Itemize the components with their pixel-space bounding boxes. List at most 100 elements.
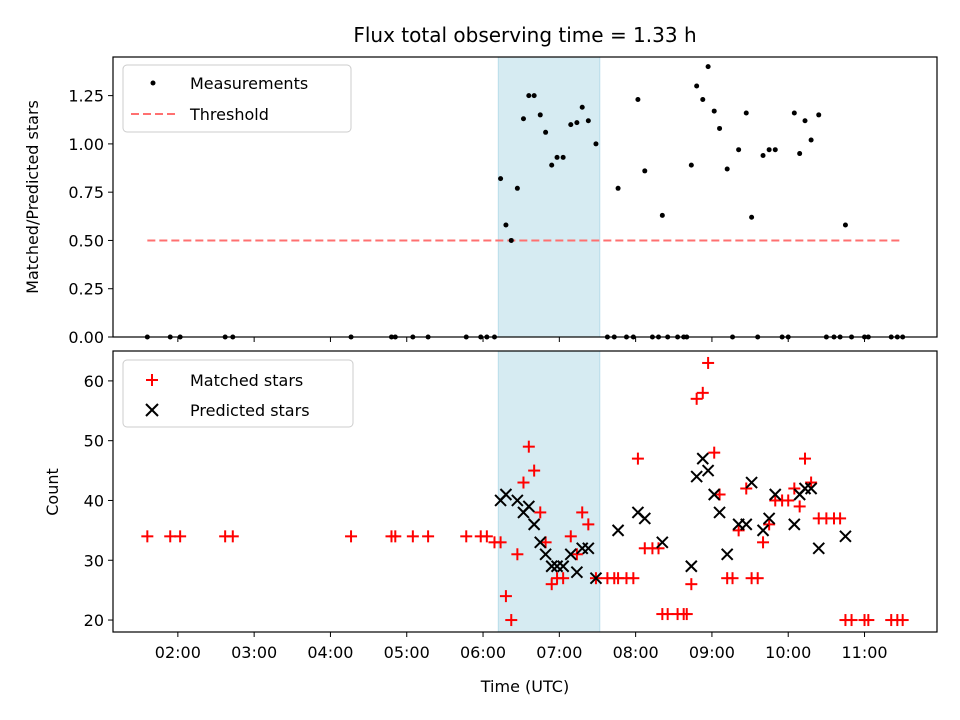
matched-star-point — [751, 572, 764, 585]
predicted-star-point — [769, 488, 782, 501]
matched-star-point — [708, 446, 721, 459]
predicted-star-point — [812, 542, 825, 555]
matched-star-point — [582, 518, 595, 531]
x-tick-label: 05:00 — [384, 643, 430, 662]
x-tick-label: 03:00 — [231, 643, 277, 662]
matched-star-point — [690, 392, 703, 405]
chart-title: Flux total observing time = 1.33 h — [353, 23, 696, 47]
matched-star-point — [499, 590, 512, 603]
matched-star-point — [141, 530, 154, 543]
matched-star-point — [389, 530, 402, 543]
matched-star-point — [494, 536, 507, 549]
top-highlight-span — [497, 56, 601, 338]
predicted-star-point — [564, 548, 577, 561]
matched-star-point — [788, 482, 801, 495]
top-y-tick-label: 1.25 — [68, 87, 104, 106]
measurement-point — [574, 120, 580, 126]
matched-star-point — [862, 614, 875, 627]
matched-star-point — [422, 530, 435, 543]
predicted-star-point — [556, 560, 570, 573]
bottom-plot-frame — [112, 350, 938, 633]
measurement-point — [543, 129, 549, 135]
predicted-star-point — [701, 464, 715, 477]
top-y-ticks: 0.00 0.25 0.50 0.75 1.00 1.25 — [68, 87, 113, 347]
measurement-point — [537, 112, 543, 118]
matched-star-point — [631, 452, 644, 465]
matched-star-point — [763, 518, 776, 531]
matched-star-point — [406, 530, 419, 543]
predicted-star-point — [589, 571, 603, 585]
matched-star-point — [345, 530, 358, 543]
bottom-y-ticks: 20 30 40 50 60 — [84, 372, 113, 630]
matched-star-point — [534, 506, 547, 519]
x-tick-label: 02:00 — [155, 643, 201, 662]
measurement-point — [802, 118, 808, 124]
measurement-point — [642, 168, 648, 174]
measurement-point — [688, 162, 694, 168]
measurement-point — [508, 237, 514, 243]
matched-star-point — [696, 386, 709, 399]
predicted-star-point — [570, 566, 584, 579]
legend-measurements-marker — [150, 80, 156, 86]
top-y-tick-label: 0.75 — [68, 183, 104, 202]
bottom-panel: 20 30 40 50 60 02:00 03:00 04:00 05:00 06:00 07:0… — [43, 350, 938, 696]
matched-star-point — [517, 476, 530, 489]
matched-star-point — [845, 614, 858, 627]
top-y-tick-label: 0.00 — [68, 328, 104, 347]
top-y-axis-label: Matched/Predicted stars — [23, 100, 42, 294]
measurement-point — [659, 212, 665, 218]
predicted-star-point — [740, 518, 753, 531]
predicted-star-point — [522, 500, 536, 513]
predicted-star-point — [798, 482, 812, 495]
predicted-star-point — [656, 536, 669, 549]
predicted-star-point — [708, 488, 721, 501]
measurement-point — [615, 185, 621, 191]
measurement-point — [531, 93, 537, 99]
measurement-point — [766, 147, 772, 153]
measurement-point — [503, 222, 509, 228]
matched-star-point — [793, 500, 806, 513]
matched-star-point — [545, 578, 558, 591]
measurement-point — [717, 125, 723, 131]
predicted-star-point — [539, 548, 552, 561]
predicted-star-point — [545, 560, 558, 573]
measurement-point — [593, 141, 599, 147]
matched-star-point — [732, 524, 745, 537]
matched-star-point — [570, 548, 583, 561]
matched-star-point — [685, 578, 698, 591]
top-y-tick-label: 1.00 — [68, 135, 104, 154]
predicted-star-point — [756, 524, 770, 537]
matched-star-point — [799, 452, 812, 465]
matched-star-point — [757, 536, 770, 549]
predicted-star-point — [804, 482, 818, 495]
matched-star-point — [564, 530, 577, 543]
measurement-point — [700, 96, 706, 102]
matched-star-point — [528, 464, 541, 477]
predicted-star-points — [494, 452, 852, 585]
measurement-point — [526, 93, 532, 99]
measurement-point — [743, 110, 749, 116]
matched-star-point — [511, 548, 524, 561]
measurement-point — [498, 176, 504, 182]
bottom-x-ticks: 02:00 03:00 04:00 05:00 06:00 07:00 08:00 09:00… — [155, 632, 888, 662]
x-tick-label: 04:00 — [307, 643, 353, 662]
predicted-star-point — [685, 560, 698, 573]
matched-star-point — [726, 572, 739, 585]
matched-star-points — [141, 356, 909, 627]
x-tick-label: 06:00 — [460, 643, 506, 662]
bottom-legend: Matched stars Predicted stars — [122, 359, 354, 428]
predicted-star-point — [720, 548, 734, 561]
top-legend: Measurements Threshold — [122, 64, 352, 133]
legend-threshold-label: Threshold — [189, 105, 269, 124]
measurement-point — [705, 64, 711, 70]
measurement-point — [579, 104, 585, 110]
x-tick-label: 09:00 — [689, 643, 735, 662]
matched-star-point — [522, 440, 535, 453]
top-plot-frame — [112, 56, 938, 338]
bottom-y-tick-label: 60 — [84, 372, 104, 391]
matched-star-point — [740, 482, 753, 495]
bottom-y-tick-label: 30 — [84, 551, 104, 570]
top-y-tick-label: 0.25 — [68, 280, 104, 299]
measurement-point — [760, 152, 766, 158]
matched-star-point — [576, 506, 589, 519]
